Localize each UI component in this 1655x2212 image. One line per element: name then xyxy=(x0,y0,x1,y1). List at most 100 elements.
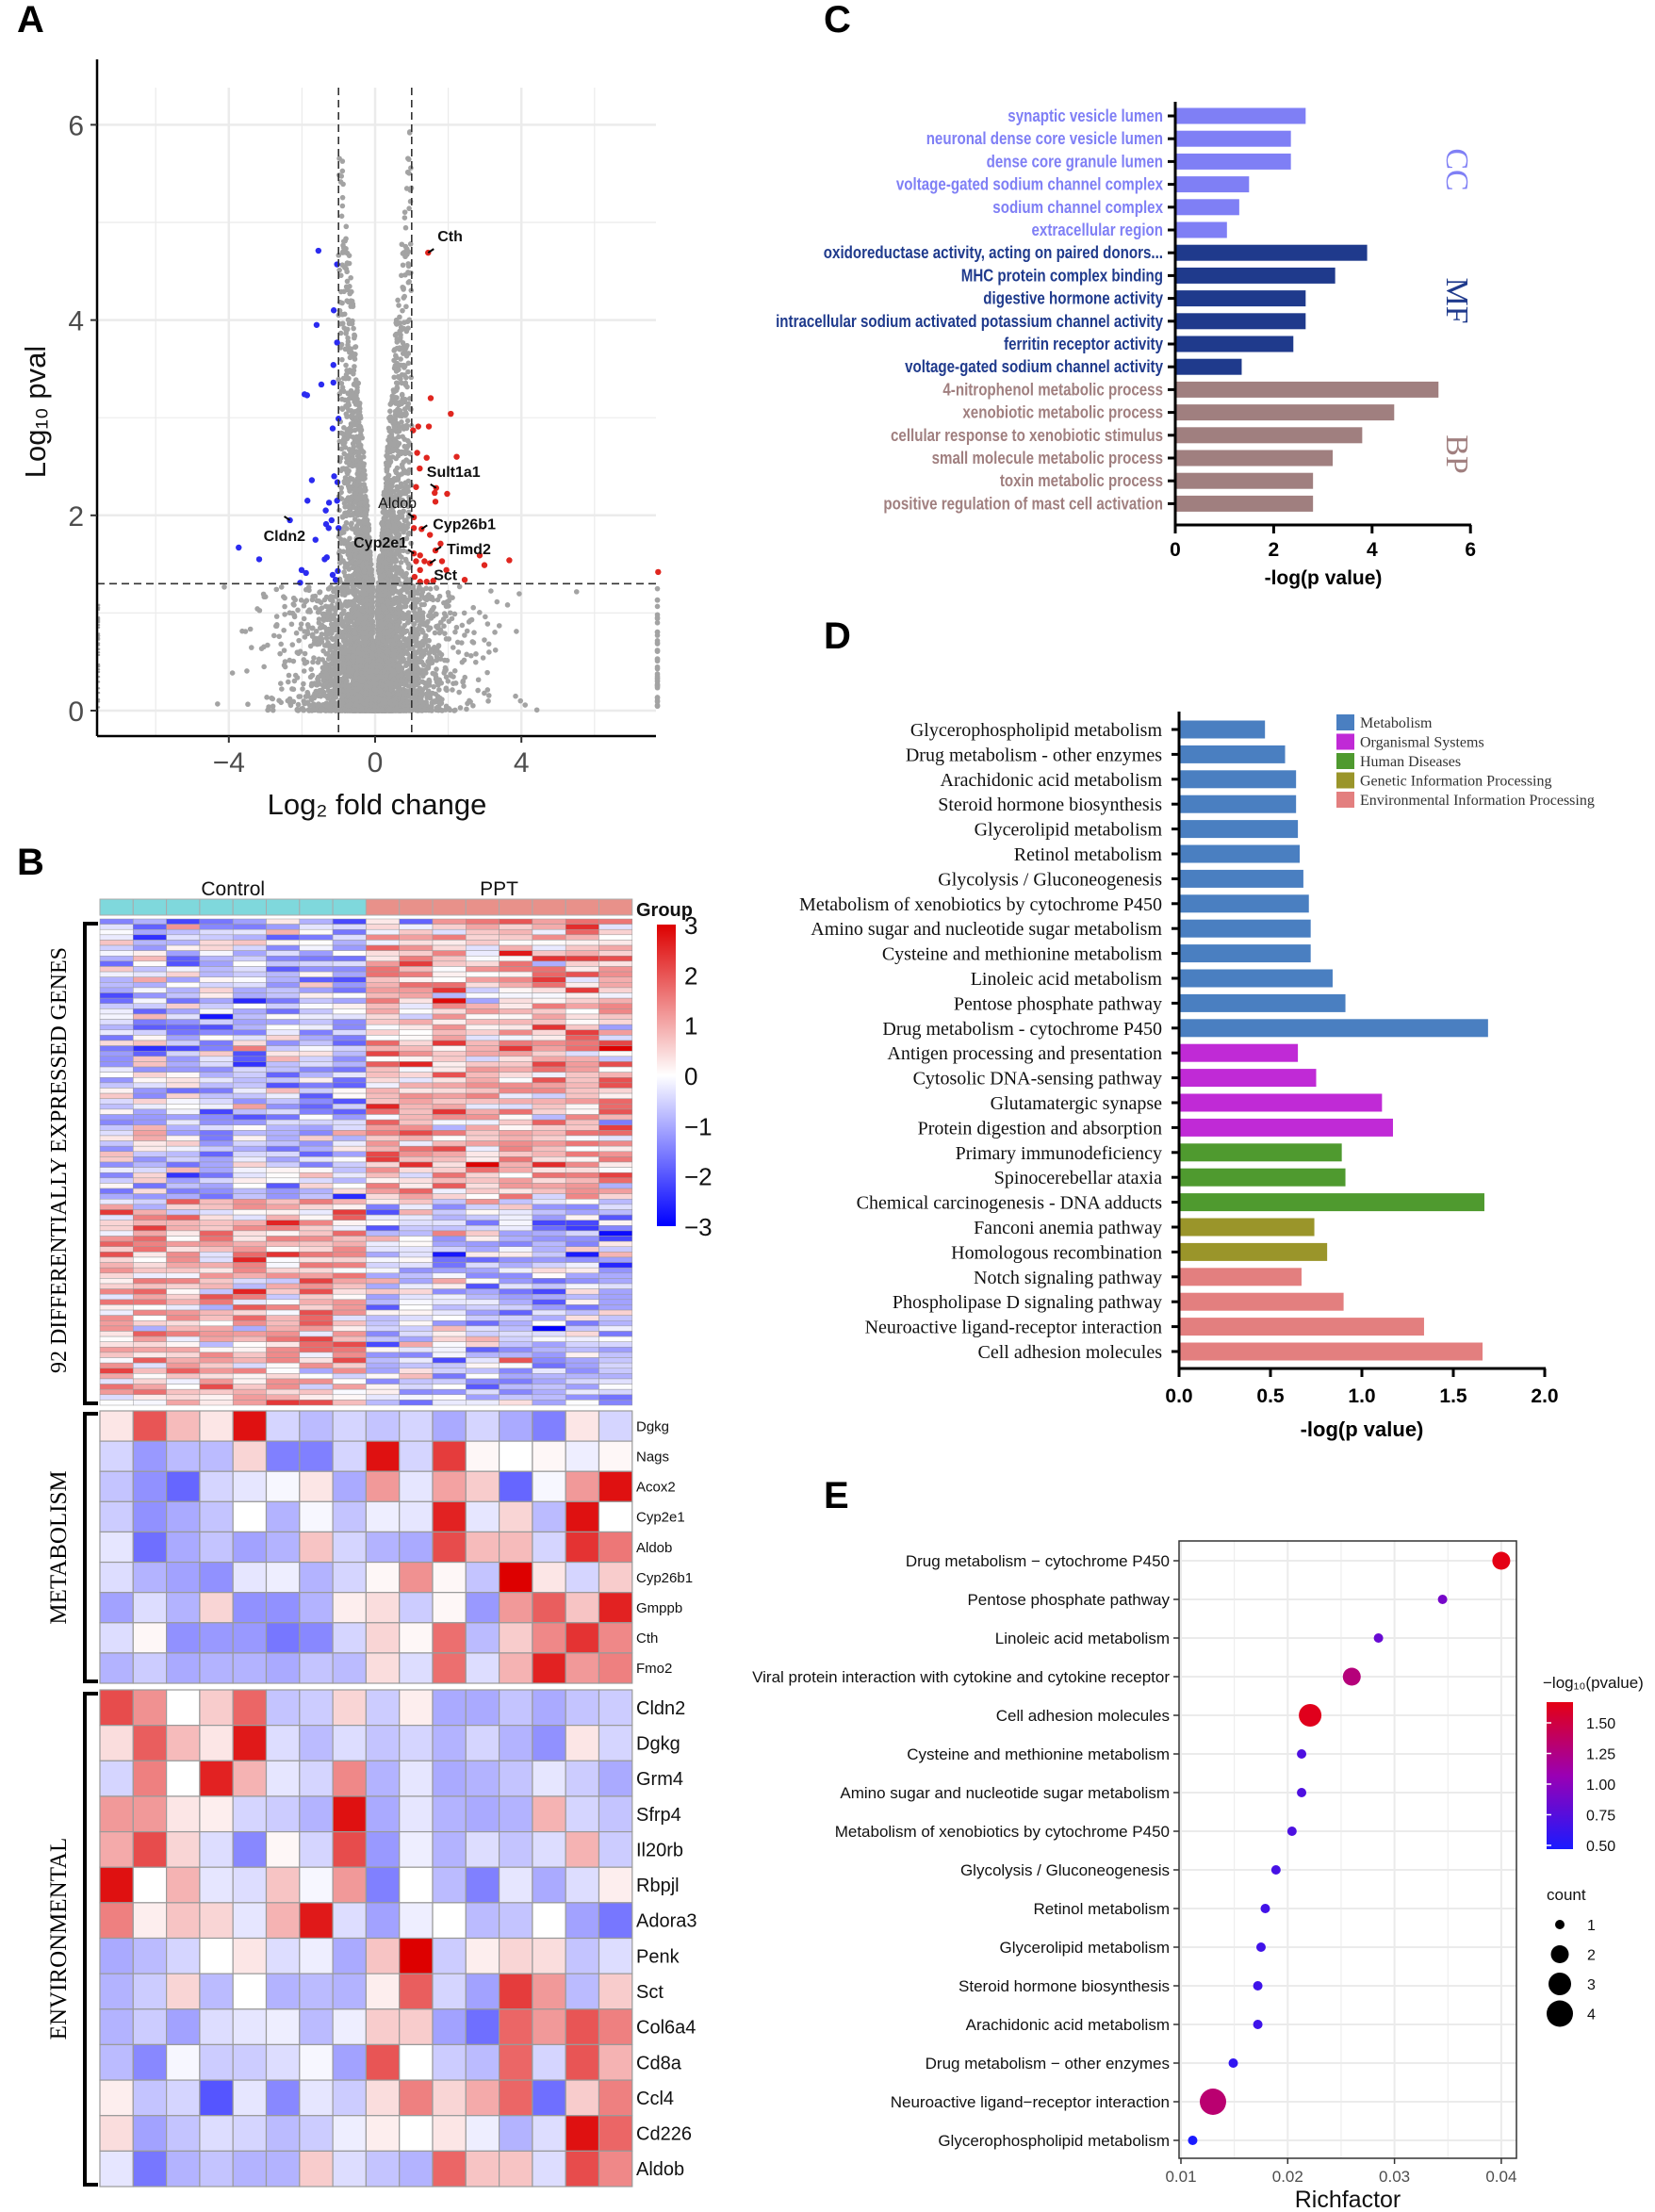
ns-point xyxy=(264,695,270,700)
ns-point xyxy=(470,702,476,709)
ns-point xyxy=(405,263,412,270)
ns-point xyxy=(285,697,291,704)
ns-point xyxy=(325,586,332,592)
ns-point xyxy=(292,672,299,679)
ns-point xyxy=(468,652,474,659)
ns-point xyxy=(417,584,422,590)
ns-point xyxy=(516,591,522,597)
ns-point xyxy=(295,607,301,614)
ns-point xyxy=(362,486,368,493)
ns-point xyxy=(387,414,394,419)
ns-point xyxy=(444,687,450,694)
ns-point xyxy=(459,622,466,629)
ns-point xyxy=(279,686,285,692)
ns-point xyxy=(471,630,477,635)
ns-point xyxy=(282,612,287,617)
ns-point xyxy=(402,480,409,485)
ns-point xyxy=(345,338,352,345)
ns-point xyxy=(405,503,411,509)
ns-point xyxy=(452,707,458,713)
ns-point xyxy=(403,352,410,359)
ns-point xyxy=(462,674,468,680)
ns-point xyxy=(229,670,236,676)
ns-point xyxy=(332,627,338,633)
ns-point xyxy=(276,697,282,704)
ns-point xyxy=(339,406,346,412)
ns-point xyxy=(406,205,412,212)
ns-point xyxy=(277,650,283,657)
ns-point xyxy=(278,584,285,590)
ns-point xyxy=(290,686,297,693)
ns-point xyxy=(437,628,444,634)
ns-point xyxy=(221,584,227,590)
ns-point xyxy=(533,707,540,713)
ns-point xyxy=(461,683,467,689)
ns-point xyxy=(517,697,524,704)
ns-point xyxy=(282,595,287,601)
ns-point xyxy=(287,610,293,616)
ns-point xyxy=(428,691,434,697)
ns-point xyxy=(494,598,500,605)
ns-point xyxy=(464,706,469,713)
ns-point xyxy=(406,156,412,162)
ns-point xyxy=(282,603,287,610)
ns-point xyxy=(286,672,292,679)
ns-point xyxy=(395,297,401,303)
ns-point xyxy=(456,583,463,590)
ns-point xyxy=(248,645,254,650)
ns-point xyxy=(342,238,348,244)
ns-point xyxy=(310,625,316,631)
ns-point xyxy=(302,650,308,657)
ns-point xyxy=(452,629,458,635)
ns-point xyxy=(244,668,250,674)
ns-point xyxy=(446,593,452,598)
ns-point xyxy=(290,595,297,601)
ns-point xyxy=(405,499,412,504)
ns-point xyxy=(454,639,461,646)
ns-point xyxy=(393,380,400,386)
ns-point xyxy=(301,680,306,687)
ns-point xyxy=(338,380,345,386)
ns-point xyxy=(467,617,473,624)
ns-point xyxy=(405,597,411,603)
ns-point xyxy=(295,701,302,708)
ns-point xyxy=(336,253,342,258)
ns-point xyxy=(514,629,519,634)
ns-point xyxy=(262,594,269,599)
ns-point xyxy=(311,655,317,661)
ns-point xyxy=(401,293,408,300)
ns-point xyxy=(278,641,284,647)
ns-point xyxy=(400,262,406,269)
ns-point xyxy=(400,307,405,314)
ns-point xyxy=(261,644,267,650)
ns-point xyxy=(293,630,300,636)
ns-point xyxy=(336,267,342,273)
ns-point xyxy=(291,602,297,608)
ns-point xyxy=(457,705,464,711)
ns-point xyxy=(432,630,438,636)
ns-point xyxy=(301,615,307,622)
ns-point xyxy=(441,611,448,616)
ns-point xyxy=(346,253,352,258)
ns-point xyxy=(270,707,276,713)
ns-point xyxy=(301,668,307,674)
ns-point xyxy=(338,484,345,491)
ns-point xyxy=(472,659,479,665)
ns-point xyxy=(401,423,407,430)
ns-point xyxy=(399,380,405,386)
ns-point xyxy=(406,459,412,465)
ns-point xyxy=(475,687,481,694)
ns-point xyxy=(405,279,412,286)
ns-point xyxy=(450,645,456,650)
ns-point xyxy=(316,598,322,604)
ns-point xyxy=(343,411,350,418)
ns-point xyxy=(347,504,353,511)
ns-point xyxy=(408,165,414,172)
ns-point xyxy=(296,637,302,644)
ns-point xyxy=(480,655,486,661)
ns-point xyxy=(308,682,315,689)
ns-point xyxy=(573,589,580,595)
ns-point xyxy=(348,274,353,281)
ns-point xyxy=(282,659,288,664)
